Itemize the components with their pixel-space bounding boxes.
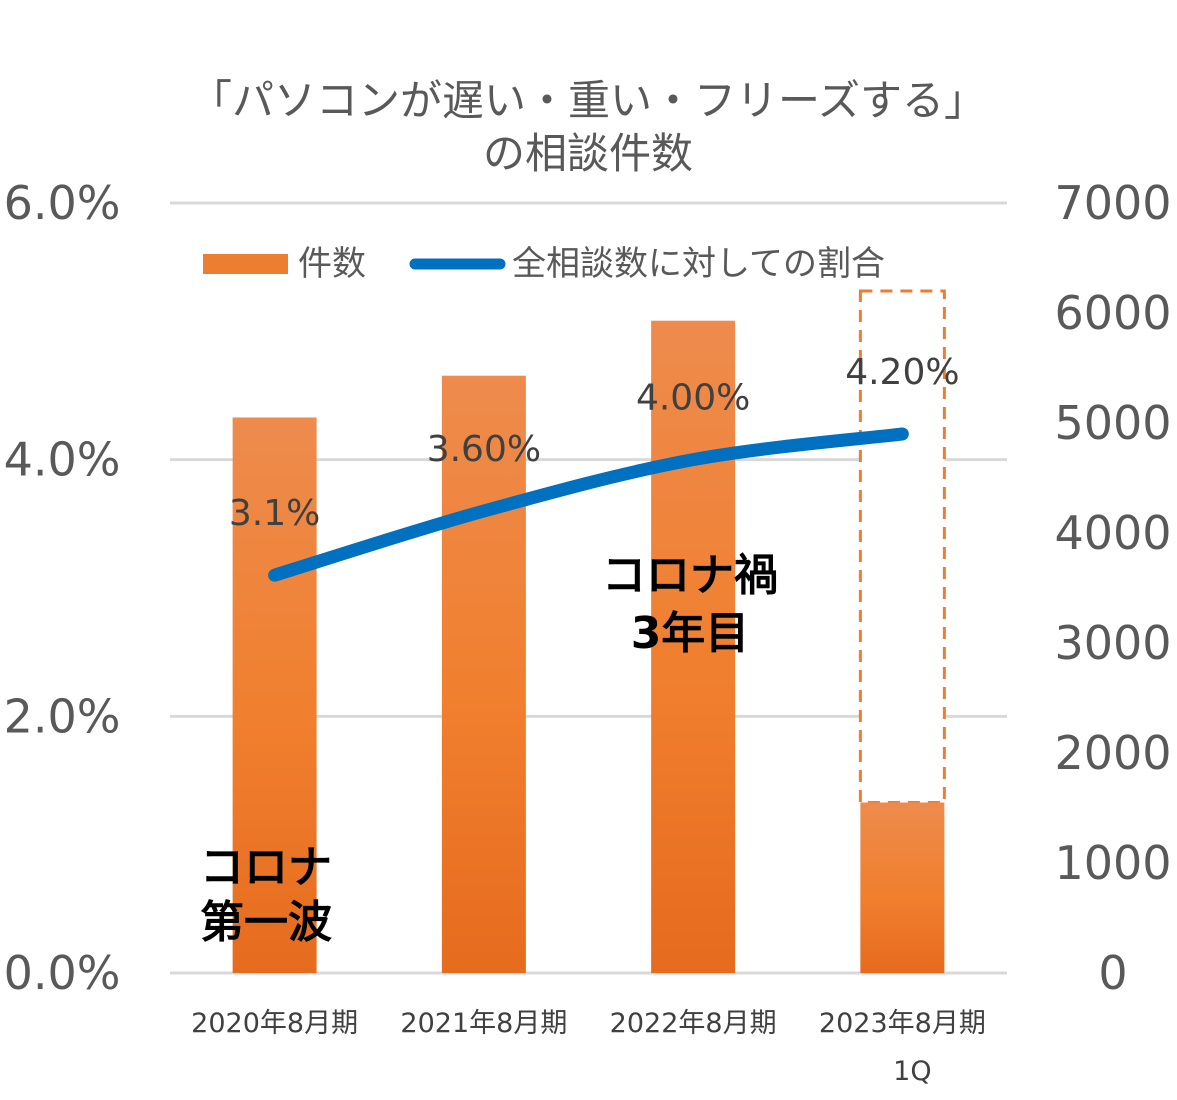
right-tick-label: 2000 <box>1054 726 1171 780</box>
bar <box>232 417 317 973</box>
line-data-label: 3.60% <box>427 429 541 470</box>
line-path <box>268 427 909 582</box>
category-sublabel: 1Q <box>893 1056 931 1087</box>
left-tick-label: 2.0% <box>4 689 121 743</box>
category-axis: 2020年8月期 2021年8月期 2022年8月期 2023年8月期 1Q <box>191 1008 986 1087</box>
annotation-third-year-line-2: 3年目 <box>631 608 750 659</box>
line-data-label: 4.20% <box>845 352 959 393</box>
right-tick-label: 1000 <box>1054 836 1171 890</box>
legend-bar-label: 件数 <box>298 244 366 284</box>
annotation-third-year-line-1: コロナ禍 <box>602 550 778 601</box>
bar <box>441 375 526 973</box>
left-axis: 0.0% 2.0% 4.0% 6.0% <box>4 176 121 1000</box>
annotation-first-wave-line-1: コロナ <box>200 842 332 893</box>
chart-title-line-2: の相談件数 <box>483 129 693 178</box>
category-label: 2023年8月期 <box>819 1008 986 1039</box>
right-tick-label: 5000 <box>1054 396 1171 450</box>
line-series: 3.1% 3.60% 4.00% 4.20% <box>229 352 960 582</box>
right-tick-label: 3000 <box>1054 616 1171 670</box>
left-tick-label: 4.0% <box>4 433 121 487</box>
legend-bar-swatch <box>203 254 288 274</box>
chart-title-line-1: 「パソコンが遅い・重い・フリーズする」 <box>190 76 986 125</box>
category-label: 2020年8月期 <box>191 1008 358 1039</box>
legend: 件数 全相談数に対しての割合 <box>203 244 885 284</box>
right-axis: 0 1000 2000 3000 4000 5000 6000 7000 <box>1054 176 1171 1000</box>
right-tick-label: 4000 <box>1054 506 1171 560</box>
legend-line-label: 全相談数に対しての割合 <box>512 244 885 284</box>
category-label: 2022年8月期 <box>610 1008 777 1039</box>
annotations: コロナ 第一波 コロナ禍 3年目 <box>200 550 778 948</box>
left-tick-label: 6.0% <box>4 176 121 230</box>
left-tick-label: 0.0% <box>4 946 121 1000</box>
right-tick-label: 6000 <box>1054 286 1171 340</box>
line-data-label: 3.1% <box>229 493 320 534</box>
chart-title: 「パソコンが遅い・重い・フリーズする」 の相談件数 <box>190 76 986 178</box>
line-data-label: 4.00% <box>636 378 750 419</box>
right-tick-label: 7000 <box>1054 176 1171 230</box>
category-label: 2021年8月期 <box>400 1008 567 1039</box>
right-tick-label: 0 <box>1098 946 1127 1000</box>
bar <box>860 802 945 973</box>
bar-series <box>232 289 946 973</box>
annotation-first-wave-line-2: 第一波 <box>200 897 332 948</box>
bar <box>651 320 736 973</box>
projected-bar-outline <box>858 289 946 804</box>
